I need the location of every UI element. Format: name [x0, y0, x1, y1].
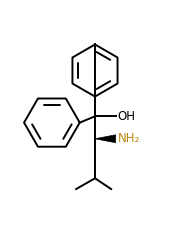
- Polygon shape: [95, 135, 116, 143]
- Text: OH: OH: [117, 110, 135, 123]
- Text: NH₂: NH₂: [117, 132, 140, 145]
